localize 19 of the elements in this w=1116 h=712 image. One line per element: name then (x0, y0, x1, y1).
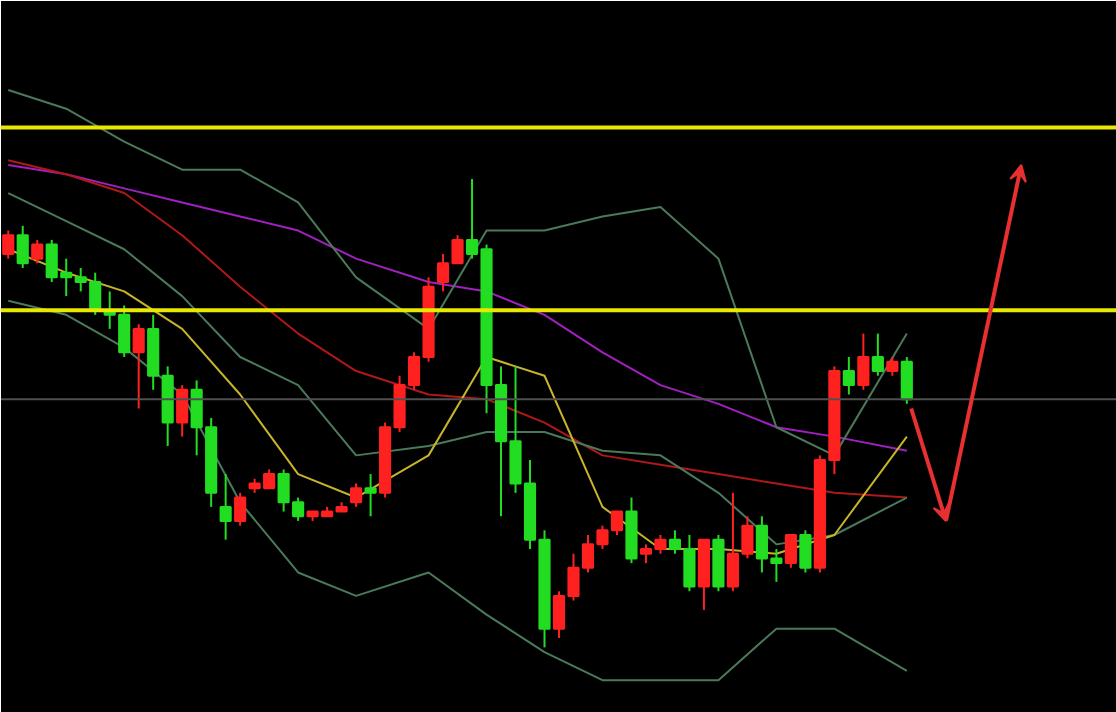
candlestick (799, 529, 812, 574)
candlestick (219, 473, 232, 541)
candlestick (176, 384, 189, 438)
candlestick (712, 534, 725, 593)
candlestick (871, 332, 884, 377)
candlestick (857, 332, 870, 391)
candlestick (132, 323, 145, 410)
candlestick (784, 534, 797, 569)
candlestick (625, 496, 638, 565)
candlestick (364, 473, 377, 518)
candlestick (234, 491, 247, 527)
candlestick (2, 229, 15, 260)
candlestick (31, 238, 44, 265)
candlestick (842, 356, 855, 396)
candlestick (697, 538, 711, 611)
candlestick (886, 356, 899, 377)
candlestick (16, 224, 29, 269)
candlestick (900, 356, 913, 405)
candlestick (350, 482, 363, 508)
